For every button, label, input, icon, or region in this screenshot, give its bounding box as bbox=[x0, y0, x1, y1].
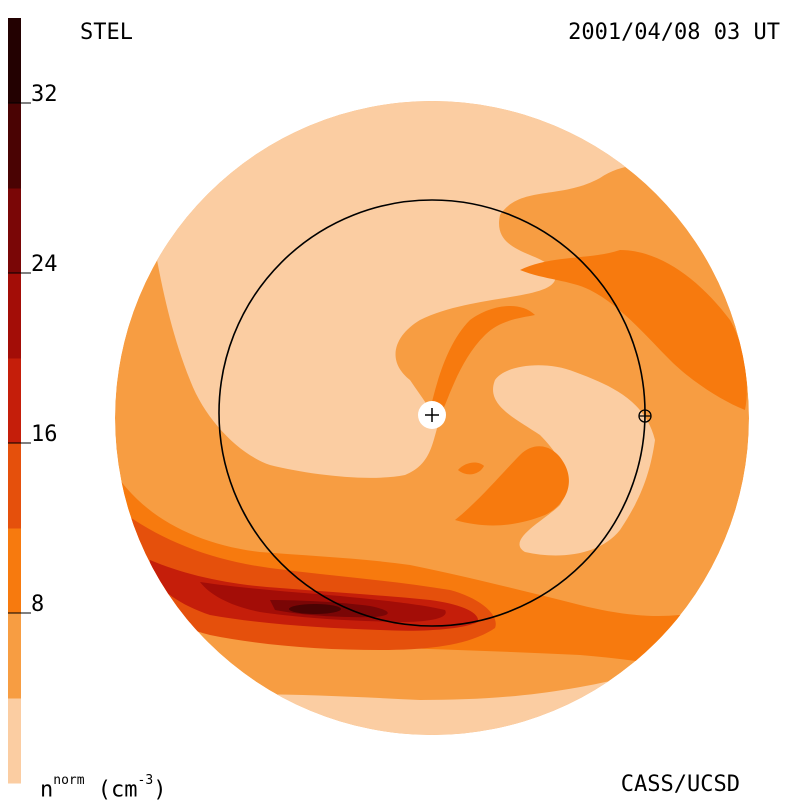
units-base: n bbox=[40, 777, 54, 802]
colorbar-segment bbox=[8, 358, 21, 444]
timestamp-label: 2001/04/08 03 UT bbox=[568, 20, 780, 45]
colorbar-segment bbox=[8, 698, 21, 784]
light-region-north bbox=[120, 101, 749, 478]
colorbar-segment bbox=[8, 613, 21, 699]
observer-label: STEL bbox=[80, 20, 133, 45]
band-8-12-northeast bbox=[520, 250, 747, 410]
colorbar bbox=[8, 18, 21, 784]
colorbar-tick-label: 8 bbox=[31, 592, 44, 617]
units-close: ) bbox=[153, 777, 167, 802]
band-8-12-small-blob bbox=[458, 462, 484, 475]
units-superscript: norm bbox=[53, 773, 85, 788]
credit-label: CASS/UCSD bbox=[620, 772, 740, 797]
sun-marker bbox=[418, 401, 446, 429]
colorbar-segment bbox=[8, 528, 21, 614]
units-exponent: -3 bbox=[137, 773, 154, 788]
colorbar-tick-label: 24 bbox=[31, 252, 58, 277]
colorbar-segment bbox=[8, 188, 21, 274]
colorbar-units-label: nnorm (cm-3) bbox=[40, 773, 167, 802]
units-open: (cm bbox=[84, 777, 138, 802]
earth-marker bbox=[638, 409, 652, 423]
band-8-12-swirl bbox=[455, 446, 569, 526]
density-disk bbox=[115, 101, 749, 735]
colorbar-segment bbox=[8, 443, 21, 529]
colorbar-tick-label: 16 bbox=[31, 422, 58, 447]
density-core bbox=[289, 604, 341, 614]
colorbar-tick-label: 32 bbox=[31, 82, 58, 107]
colorbar-segment bbox=[8, 273, 21, 359]
colorbar-ticks: 8 16 24 32 bbox=[8, 82, 58, 617]
colorbar-segment bbox=[8, 18, 21, 104]
colorbar-segment bbox=[8, 103, 21, 189]
light-region-east bbox=[493, 365, 655, 556]
